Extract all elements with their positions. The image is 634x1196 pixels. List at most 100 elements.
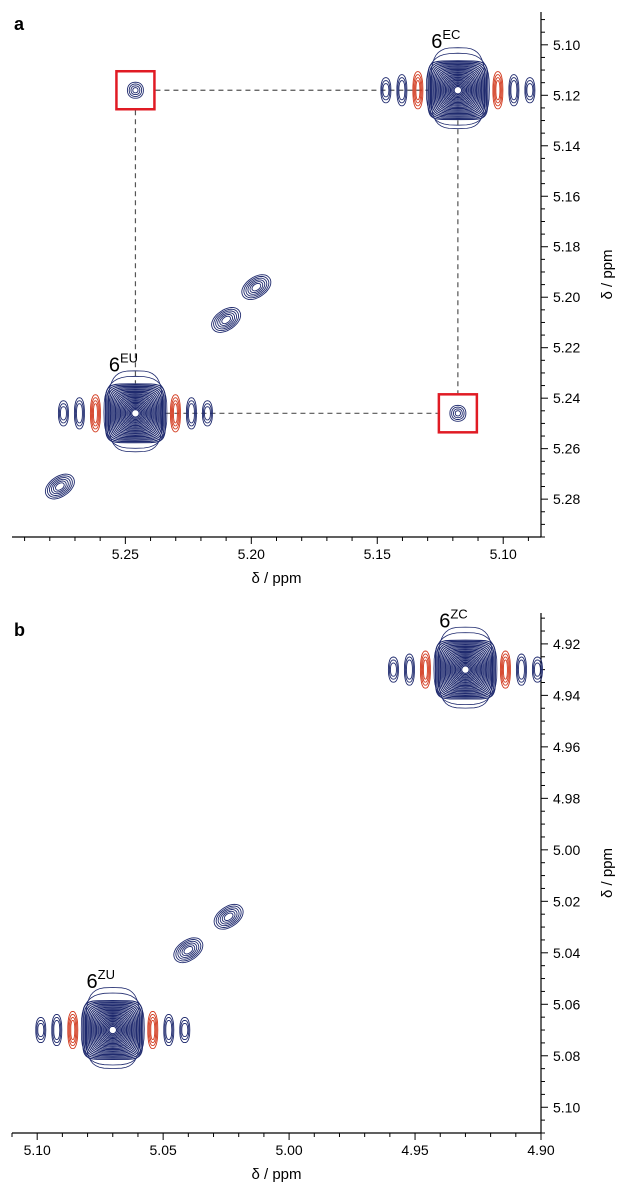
contour-line xyxy=(509,77,519,104)
contour-line xyxy=(434,67,481,113)
contour-line xyxy=(44,473,75,500)
contour-line xyxy=(443,648,488,692)
contour-line xyxy=(443,76,473,105)
contour-line xyxy=(531,656,543,683)
contour-line xyxy=(449,404,467,422)
contour-line xyxy=(53,1019,61,1041)
y-tick-label: 5.14 xyxy=(553,138,580,154)
contour-line xyxy=(90,1008,135,1052)
y-axis-title: δ / ppm xyxy=(599,249,616,299)
contour-line xyxy=(382,83,390,98)
contour-line xyxy=(437,642,494,698)
contour-line xyxy=(92,403,98,424)
contour-line xyxy=(164,1016,174,1044)
cross-peak-box xyxy=(115,69,156,111)
contour-line xyxy=(57,400,69,427)
contour-line xyxy=(516,656,526,683)
contour-line xyxy=(419,650,431,689)
contour-line xyxy=(405,659,413,680)
contour-line xyxy=(36,1019,46,1041)
contour-line xyxy=(217,312,235,328)
x-tick-label: 5.15 xyxy=(364,546,391,562)
contour-line xyxy=(500,653,510,686)
contour-line xyxy=(103,375,168,449)
contour-line xyxy=(453,658,478,682)
contour-line xyxy=(93,1011,133,1049)
contour-line xyxy=(105,1023,120,1037)
peak-label: 6ZU xyxy=(87,967,115,993)
x-tick-label: 4.95 xyxy=(401,1142,428,1158)
contour-line xyxy=(388,659,398,680)
contour-line xyxy=(436,68,480,112)
contour-line xyxy=(91,400,99,427)
contour-line xyxy=(130,85,141,96)
contour-line xyxy=(123,401,148,425)
contour-line xyxy=(211,307,242,333)
contour-line xyxy=(68,1013,78,1047)
contour-line xyxy=(441,645,490,694)
contour-line xyxy=(124,402,146,424)
contour-line xyxy=(454,659,476,680)
contour-line xyxy=(245,277,268,297)
contour-line xyxy=(451,83,465,97)
contour-line xyxy=(213,308,240,332)
contour-line xyxy=(117,395,154,432)
contour-line xyxy=(51,1013,63,1047)
contour-line xyxy=(116,394,155,433)
contour-line xyxy=(451,655,480,684)
contour-line xyxy=(430,47,486,130)
contour-line xyxy=(431,63,485,117)
contour-line xyxy=(492,71,504,110)
y-tick-label: 5.24 xyxy=(553,390,580,406)
peak-label-superscript: ZU xyxy=(98,967,115,982)
peak-label: 6EU xyxy=(109,350,138,376)
y-tick-label: 4.98 xyxy=(553,790,580,806)
contour-line xyxy=(425,52,490,126)
contour-line xyxy=(221,910,236,923)
contour-line xyxy=(173,937,204,964)
contour-line xyxy=(223,912,234,921)
contour-line xyxy=(439,644,491,695)
contour-line xyxy=(185,397,197,430)
contour-line xyxy=(459,664,471,676)
contour-line xyxy=(501,656,509,683)
contour-line xyxy=(112,390,159,436)
contour-line xyxy=(181,1022,189,1038)
y-tick-label: 5.06 xyxy=(553,996,580,1012)
contour-line xyxy=(213,903,244,930)
contour-line xyxy=(446,650,485,689)
contour-line xyxy=(100,1018,125,1042)
contour-line xyxy=(53,480,67,493)
x-tick-label: 5.10 xyxy=(490,546,517,562)
y-tick-label: 5.12 xyxy=(553,87,580,103)
contour-line xyxy=(48,477,71,496)
contour-line xyxy=(183,946,194,955)
contour-line xyxy=(202,403,212,424)
contour-line xyxy=(458,662,473,677)
contour-line xyxy=(381,80,391,101)
contour-line xyxy=(165,1019,173,1041)
contour-line xyxy=(175,939,202,962)
contour-line xyxy=(187,403,195,424)
contour-line xyxy=(243,275,270,299)
panel-a: a 5.25 5.20 5.15 5.10 δ / ppm 5.10 5.12 5.14 5.16… xyxy=(12,12,616,587)
contour-line xyxy=(35,1016,47,1044)
contour-line xyxy=(90,397,100,430)
contour-line xyxy=(438,643,493,696)
y-tick-label: 5.04 xyxy=(553,945,580,961)
y-tick-label: 5.10 xyxy=(553,37,580,53)
x-tick-label: 5.10 xyxy=(24,1142,51,1158)
contour-line xyxy=(73,397,85,430)
contour-line xyxy=(525,80,535,101)
contour-line xyxy=(442,74,474,106)
contour-line xyxy=(126,81,144,99)
contour-line xyxy=(452,84,464,96)
contour-line xyxy=(510,80,518,101)
contour-line xyxy=(118,396,153,430)
contour-line xyxy=(103,1020,123,1040)
contour-line xyxy=(241,274,272,301)
contour-line xyxy=(107,1024,119,1036)
contour-line xyxy=(428,61,488,119)
contour-line xyxy=(95,1013,130,1047)
